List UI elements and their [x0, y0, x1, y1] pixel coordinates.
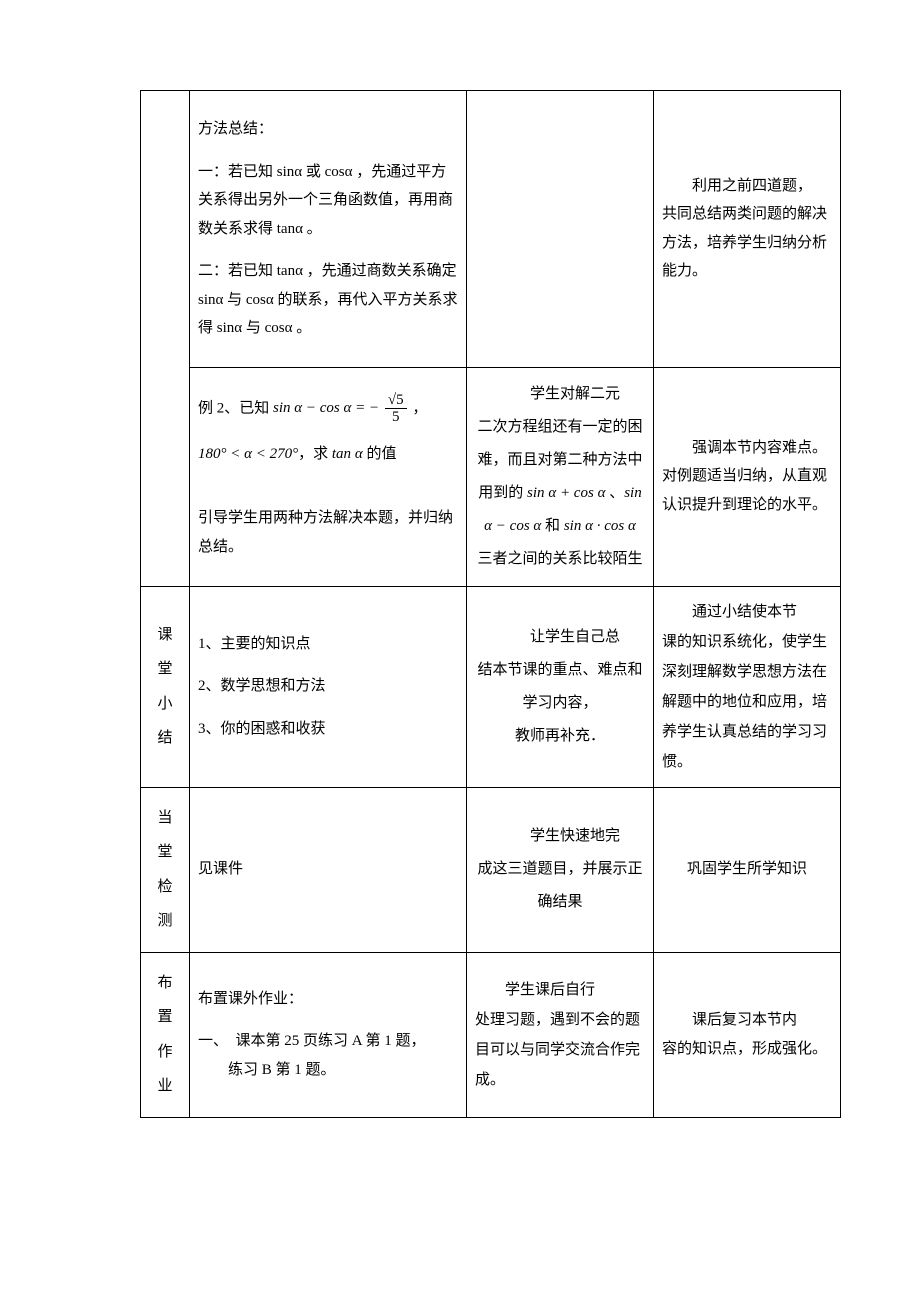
student-cell: 学生课后自行处理习题，遇到不会的题目可以与同学交流合作完成。	[467, 952, 654, 1117]
student-cell: 学生快速地完成这三道题目，并展示正确结果	[467, 787, 654, 952]
note-cell: 课后复习本节内容的知识点，形成强化。	[654, 952, 841, 1117]
section-label-empty	[141, 91, 190, 587]
student-cell: 学生对解二元二次方程组还有一定的困难，而且对第二种方法中用到的 sin α + …	[467, 367, 654, 586]
content-cell: 布置课外作业：一、 课本第 25 页练习 A 第 1 题， 练习 B 第 1 题…	[190, 952, 467, 1117]
table-row: 当堂检测 见课件 学生快速地完成这三道题目，并展示正确结果 巩固学生所学知识	[141, 787, 841, 952]
content-cell: 1、主要的知识点2、数学思想和方法3、你的困惑和收获	[190, 586, 467, 787]
note-cell: 巩固学生所学知识	[654, 787, 841, 952]
table-row: 课堂小结 1、主要的知识点2、数学思想和方法3、你的困惑和收获 让学生自己总结本…	[141, 586, 841, 787]
document-page: 方法总结：一：若已知 sinα 或 cosα ，先通过平方关系得出另外一个三角函…	[0, 0, 920, 1168]
table-row: 方法总结：一：若已知 sinα 或 cosα ，先通过平方关系得出另外一个三角函…	[141, 91, 841, 368]
section-label: 课堂小结	[141, 586, 190, 787]
note-cell: 利用之前四道题，共同总结两类问题的解决方法，培养学生归纳分析能力。	[654, 91, 841, 368]
note-cell: 通过小结使本节课的知识系统化，使学生深刻理解数学思想方法在解题中的地位和应用，培…	[654, 586, 841, 787]
content-cell: 见课件	[190, 787, 467, 952]
content-cell: 例 2、已知 sin α − cos α = − √55 ，180° < α <…	[190, 367, 467, 586]
student-cell: 让学生自己总结本节课的重点、难点和学习内容，教师再补充．	[467, 586, 654, 787]
section-label: 当堂检测	[141, 787, 190, 952]
content-cell: 方法总结：一：若已知 sinα 或 cosα ，先通过平方关系得出另外一个三角函…	[190, 91, 467, 368]
lesson-plan-table: 方法总结：一：若已知 sinα 或 cosα ，先通过平方关系得出另外一个三角函…	[140, 90, 841, 1118]
student-cell	[467, 91, 654, 368]
note-cell: 强调本节内容难点。对例题适当归纳，从直观认识提升到理论的水平。	[654, 367, 841, 586]
table-row: 例 2、已知 sin α − cos α = − √55 ，180° < α <…	[141, 367, 841, 586]
section-label: 布置作业	[141, 952, 190, 1117]
table-row: 布置作业 布置课外作业：一、 课本第 25 页练习 A 第 1 题， 练习 B …	[141, 952, 841, 1117]
